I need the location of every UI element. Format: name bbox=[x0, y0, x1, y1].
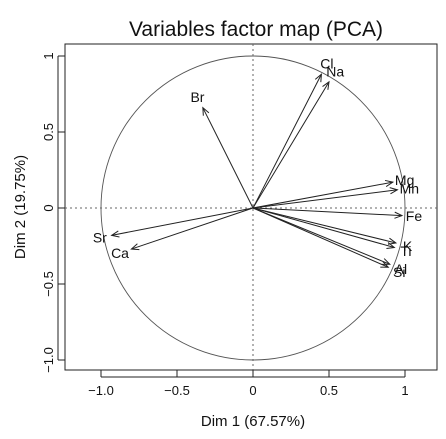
arrowhead-ca bbox=[130, 243, 140, 251]
arrow-ti bbox=[252, 207, 395, 249]
arrowhead-si bbox=[380, 261, 390, 268]
arrowhead-sr bbox=[110, 230, 120, 238]
y-axis-label: Dim 2 (19.75%) bbox=[12, 155, 29, 259]
arrow-cl bbox=[252, 74, 322, 209]
arrow-br bbox=[202, 107, 254, 209]
variable-label-si: Si bbox=[393, 264, 405, 280]
arrow-si bbox=[252, 207, 389, 268]
arrowhead-na bbox=[322, 80, 330, 90]
arrow-na bbox=[252, 81, 330, 209]
arrowhead-mg bbox=[384, 179, 395, 187]
x-tick-label: 0 bbox=[249, 383, 256, 398]
arrow-sr bbox=[111, 207, 254, 236]
y-tick-label: 1 bbox=[41, 52, 56, 59]
y-tick-label: −0.5 bbox=[41, 271, 56, 297]
variable-label-ca: Ca bbox=[111, 245, 129, 261]
variable-label-fe: Fe bbox=[406, 208, 423, 224]
variable-label-na: Na bbox=[326, 64, 344, 80]
x-axis-label: Dim 1 (67.57%) bbox=[201, 413, 305, 430]
arrow-al bbox=[252, 207, 390, 265]
variable-label-mn: Mn bbox=[400, 180, 419, 196]
arrow-mn bbox=[252, 189, 398, 209]
y-tick-label: −1.0 bbox=[41, 347, 56, 373]
variable-label-br: Br bbox=[190, 89, 204, 105]
arrowhead-cl bbox=[314, 73, 322, 83]
variable-label-k: K bbox=[403, 238, 413, 254]
y-tick-label: 0 bbox=[41, 204, 56, 211]
x-tick-label: −0.5 bbox=[164, 383, 190, 398]
arrowhead-fe bbox=[394, 211, 404, 219]
arrow-fe bbox=[252, 207, 402, 217]
arrowhead-al bbox=[381, 258, 391, 265]
plot-frame bbox=[64, 43, 438, 371]
chart-title: Variables factor map (PCA) bbox=[129, 18, 383, 41]
arrowhead-ti bbox=[386, 242, 396, 250]
arrowhead-mn bbox=[389, 187, 399, 195]
variable-label-sr: Sr bbox=[93, 230, 107, 246]
y-tick-label: 0.5 bbox=[41, 123, 56, 141]
arrowhead-k bbox=[387, 237, 398, 245]
arrow-mg bbox=[252, 181, 393, 209]
arrow-ca bbox=[131, 207, 254, 250]
variable-label-al: Al bbox=[395, 261, 407, 277]
x-tick-label: −1.0 bbox=[88, 383, 114, 398]
variable-label-mg: Mg bbox=[395, 172, 414, 188]
arrowhead-br bbox=[202, 106, 210, 116]
x-tick-label: 1 bbox=[401, 383, 408, 398]
x-tick-label: 0.5 bbox=[320, 383, 338, 398]
arrow-k bbox=[252, 207, 396, 244]
variable-label-ti: Ti bbox=[400, 243, 411, 259]
variable-label-cl: Cl bbox=[320, 56, 333, 72]
